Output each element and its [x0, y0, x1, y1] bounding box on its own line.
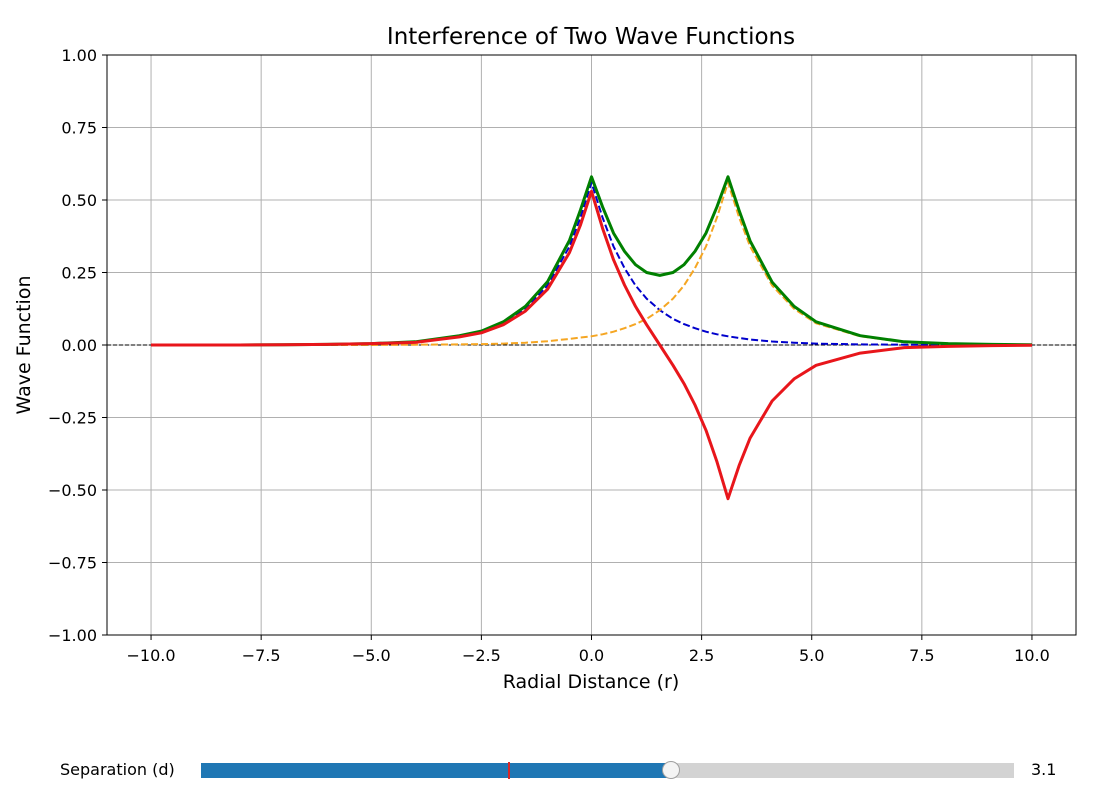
- slider-value: 3.1: [1031, 760, 1057, 779]
- y-tick-label: −0.25: [48, 409, 97, 428]
- x-tick-label: 2.5: [689, 646, 714, 665]
- separation-slider[interactable]: Separation (d) 3.1: [0, 755, 1117, 785]
- x-tick-label: 0.0: [579, 646, 604, 665]
- x-tick-label: −7.5: [242, 646, 281, 665]
- chart: −10.0 −7.5 −5.0 −2.5 0.0 2.5 5.0 7.5 10.0 −1.00−…: [13, 24, 1077, 693]
- slider-fill: [201, 763, 671, 778]
- y-tick-label: 0.50: [61, 191, 97, 210]
- x-tick-label: −10.0: [127, 646, 176, 665]
- slider-handle[interactable]: [661, 761, 680, 779]
- y-tick-label: 0.00: [61, 336, 97, 355]
- series-group: [151, 175, 1033, 501]
- y-tick-label: 0.25: [61, 264, 97, 283]
- y-tick-label: −0.50: [48, 481, 97, 500]
- slider-initial-marker: [508, 762, 511, 779]
- x-ticks: −10.0 −7.5 −5.0 −2.5 0.0 2.5 5.0 7.5 10.0: [127, 635, 1050, 665]
- series-line-4: [151, 189, 1033, 501]
- x-tick-label: 10.0: [1014, 646, 1050, 665]
- slider-label: Separation (d): [60, 760, 175, 779]
- slider-track[interactable]: [201, 761, 1014, 779]
- y-tick-label: −1.00: [48, 626, 97, 645]
- chart-title: Interference of Two Wave Functions: [387, 24, 795, 50]
- series-line-2: [151, 181, 1033, 346]
- y-tick-label: 0.75: [61, 119, 97, 138]
- y-tick-label: −0.75: [48, 554, 97, 573]
- x-tick-label: 5.0: [799, 646, 824, 665]
- x-tick-label: 7.5: [909, 646, 934, 665]
- y-ticks: −1.00 −0.75 −0.50 −0.25 0.00 0.25 0.50 0.75 1.00: [48, 46, 107, 645]
- x-axis-label: Radial Distance (r): [503, 671, 679, 693]
- y-tick-label: 1.00: [61, 46, 97, 65]
- x-tick-label: −2.5: [462, 646, 501, 665]
- x-tick-label: −5.0: [352, 646, 391, 665]
- y-axis-label: Wave Function: [13, 275, 35, 414]
